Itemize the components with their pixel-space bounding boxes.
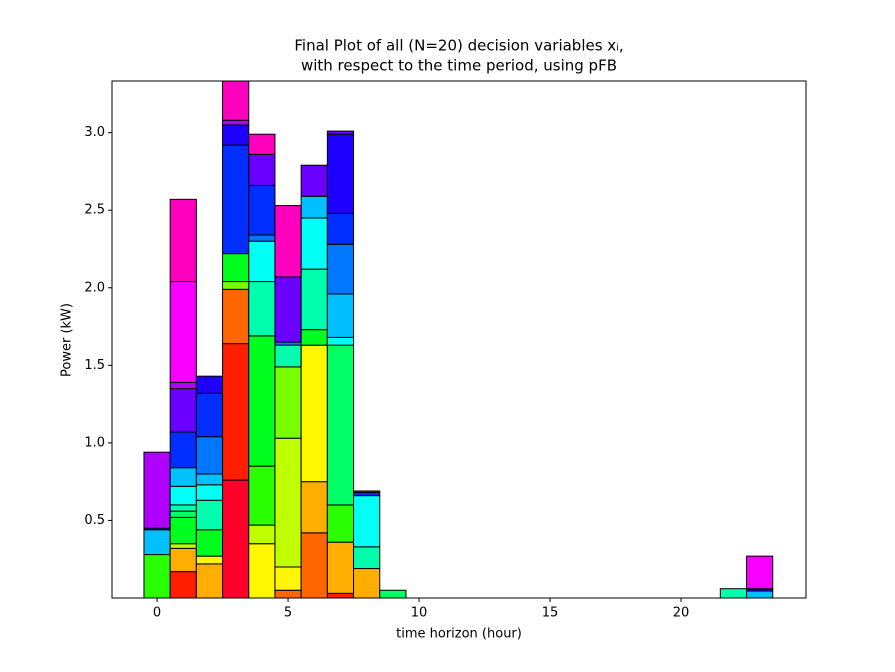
bar-segment <box>169 388 197 433</box>
bar-segment <box>248 543 276 598</box>
y-tick-label: 2.0 <box>84 280 105 295</box>
bar-segment <box>169 485 197 506</box>
bar-segment <box>746 555 774 590</box>
bar-segment <box>274 205 302 278</box>
bar-segment <box>248 184 276 236</box>
bar-segment <box>274 366 302 439</box>
bar-segment <box>274 344 302 368</box>
x-tick-label: 0 <box>153 606 161 621</box>
bar-segment <box>169 281 197 383</box>
bar-segment <box>169 381 197 390</box>
bar-segment <box>746 590 774 598</box>
bar-segment <box>248 153 276 186</box>
bar-segment <box>353 490 381 494</box>
bar-segment <box>379 589 407 598</box>
bar-segment <box>326 133 355 214</box>
bar-segment <box>222 479 250 598</box>
bar-segment <box>326 344 355 506</box>
bar-segment <box>300 481 328 534</box>
bar-segment <box>353 568 381 598</box>
y-axis-label: Power (kW) <box>60 303 75 377</box>
bar-segment <box>169 510 197 518</box>
bar-segment <box>195 529 224 557</box>
chart-title: with respect to the time period, using p… <box>301 57 617 75</box>
bar-segment <box>274 589 302 598</box>
y-tick-label: 2.5 <box>84 203 105 218</box>
bar-segment <box>248 335 276 467</box>
bar-segment <box>300 532 328 598</box>
bar-segment <box>195 499 224 531</box>
bar-segment <box>248 465 276 526</box>
bar-segment <box>222 81 250 121</box>
x-axis-label: time horizon (hour) <box>396 627 522 642</box>
bar-segment <box>300 217 328 270</box>
bar-segment <box>274 566 302 591</box>
bar-segment <box>326 212 355 245</box>
bar-segment <box>222 288 250 345</box>
x-tick-label: 20 <box>673 606 690 621</box>
bar-segment <box>326 541 355 594</box>
axes-frame <box>111 80 807 599</box>
bar-segment <box>326 592 355 598</box>
bar-segment <box>326 336 355 346</box>
bar-segment <box>300 329 328 346</box>
bar-segment <box>169 504 197 512</box>
bar-segment <box>195 484 224 501</box>
bar-segment <box>195 375 224 394</box>
bar-segment <box>326 504 355 543</box>
bar-segment <box>195 555 224 565</box>
bar-segment <box>169 431 197 469</box>
bar-segment <box>300 195 328 219</box>
bar-segment <box>300 164 328 197</box>
bar-segment <box>169 547 197 573</box>
bar-segment <box>143 529 171 556</box>
bar-segment <box>169 467 197 487</box>
bar-segment <box>143 554 171 598</box>
y-tick-label: 0.5 <box>84 513 105 528</box>
bar-segment <box>300 268 328 331</box>
bar-segment <box>353 495 381 548</box>
y-tick-label: 3.0 <box>84 125 105 140</box>
x-tick-label: 15 <box>542 606 559 621</box>
bar-segment <box>248 133 276 155</box>
bar-segment <box>248 281 276 337</box>
chart-title: Final Plot of all (N=20) decision variab… <box>294 37 623 55</box>
bar-segment <box>353 546 381 570</box>
bar-segment <box>169 198 197 283</box>
y-tick-label: 1.5 <box>84 358 105 373</box>
bar-segment <box>169 571 197 598</box>
bar-segment <box>143 451 171 529</box>
bar-segment <box>222 281 250 290</box>
bar-segment <box>326 293 355 338</box>
bar-segment <box>248 240 276 283</box>
bar-segment <box>222 124 250 146</box>
bar-segment <box>274 437 302 568</box>
x-tick-label: 5 <box>284 606 292 621</box>
bar-segment <box>326 130 355 135</box>
bar-segment <box>248 524 276 545</box>
bar-segment <box>274 276 302 343</box>
bar-segment <box>195 563 224 598</box>
bar-segment <box>169 516 197 545</box>
bar-segment <box>300 344 328 483</box>
bar-segment <box>222 343 250 481</box>
x-tick-label: 10 <box>411 606 428 621</box>
bar-segment <box>169 543 197 549</box>
bar-segment <box>222 144 250 255</box>
y-tick-label: 1.0 <box>84 435 105 450</box>
bar-segment <box>719 588 748 598</box>
bar-segment <box>222 253 250 283</box>
bar-segment <box>326 243 355 295</box>
plot-area <box>143 81 774 598</box>
bar-segment <box>248 234 276 242</box>
bar-segment <box>222 119 250 126</box>
bar-segment <box>195 436 224 475</box>
bar-segment <box>195 473 224 486</box>
bar-segment <box>195 392 224 438</box>
